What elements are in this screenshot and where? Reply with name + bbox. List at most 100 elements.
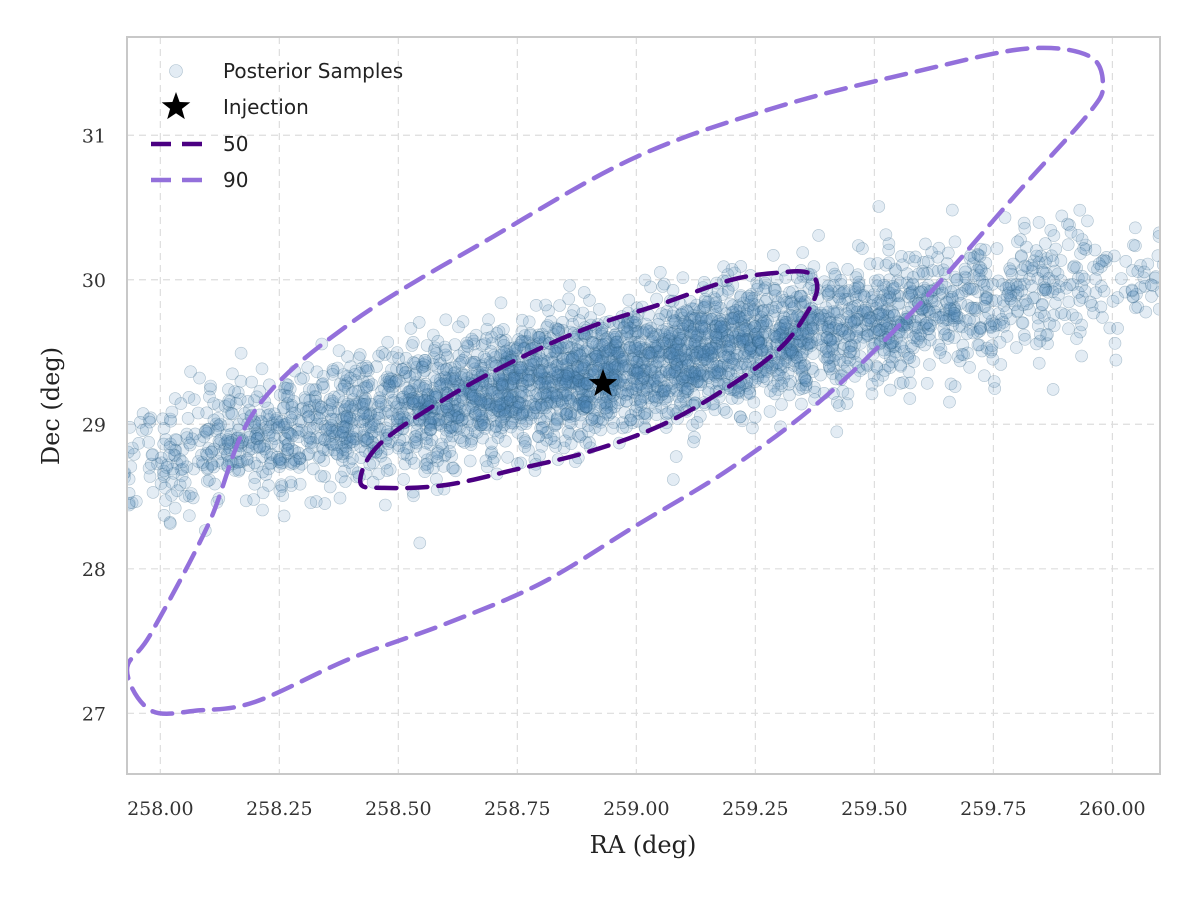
- posterior-sample-point: [443, 375, 457, 389]
- posterior-sample-point: [323, 435, 337, 449]
- posterior-sample-point: [304, 496, 318, 510]
- posterior-sample-point: [417, 395, 430, 409]
- posterior-sample-point: [888, 262, 902, 276]
- posterior-sample-point: [675, 372, 689, 386]
- posterior-sample-point: [520, 334, 534, 348]
- posterior-sample-point: [515, 371, 528, 385]
- posterior-sample-point: [506, 377, 519, 391]
- posterior-sample-point: [807, 380, 821, 394]
- posterior-sample-point: [492, 389, 506, 402]
- posterior-sample-point: [974, 322, 987, 336]
- posterior-sample-point: [410, 424, 424, 437]
- posterior-sample-point: [518, 440, 532, 453]
- posterior-sample-point: [977, 369, 991, 383]
- posterior-samples: [127, 200, 1160, 550]
- posterior-sample-point: [495, 378, 509, 392]
- posterior-sample-point: [340, 409, 354, 423]
- posterior-sample-point: [635, 383, 649, 396]
- posterior-sample-point: [958, 262, 972, 276]
- posterior-sample-point: [978, 311, 992, 325]
- posterior-sample-point: [670, 353, 684, 367]
- posterior-sample-point: [625, 385, 639, 399]
- x-tick-label: 259.75: [960, 798, 1026, 820]
- posterior-sample-point: [516, 378, 530, 391]
- posterior-sample-point: [611, 335, 625, 349]
- posterior-sample-point: [184, 365, 197, 379]
- posterior-sample-point: [421, 388, 435, 402]
- posterior-sample-point: [657, 354, 671, 368]
- posterior-sample-point: [408, 435, 421, 449]
- posterior-sample-point: [127, 441, 139, 455]
- posterior-sample-point: [947, 306, 961, 320]
- posterior-sample-point: [672, 364, 686, 378]
- posterior-sample-point: [365, 427, 378, 441]
- posterior-sample-point: [783, 295, 797, 309]
- posterior-sample-point: [771, 383, 785, 396]
- posterior-sample-point: [577, 358, 590, 371]
- posterior-sample-point: [222, 394, 236, 407]
- posterior-sample-point: [157, 422, 171, 435]
- posterior-sample-point: [510, 341, 524, 355]
- posterior-sample-point: [609, 354, 623, 367]
- posterior-sample-point: [340, 431, 354, 445]
- posterior-sample-point: [1011, 235, 1024, 249]
- posterior-sample-point: [290, 423, 304, 437]
- posterior-sample-point: [922, 303, 935, 317]
- posterior-sample-point: [589, 349, 603, 363]
- posterior-sample-point: [827, 307, 841, 321]
- posterior-sample-point: [682, 356, 695, 370]
- posterior-sample-point: [448, 374, 462, 387]
- posterior-sample-point: [714, 322, 728, 336]
- posterior-sample-point: [1115, 272, 1128, 285]
- posterior-sample-point: [787, 359, 801, 372]
- posterior-sample-point: [169, 444, 183, 457]
- posterior-sample-point: [745, 288, 758, 301]
- posterior-sample-point: [644, 280, 657, 294]
- posterior-sample-point: [952, 319, 966, 333]
- posterior-sample-point: [971, 248, 984, 261]
- posterior-sample-point: [678, 386, 692, 399]
- posterior-sample-point: [589, 359, 603, 373]
- posterior-sample-point: [381, 404, 395, 418]
- posterior-sample-point: [1085, 299, 1099, 312]
- posterior-sample-point: [617, 321, 631, 335]
- posterior-sample-point: [267, 429, 280, 443]
- posterior-sample-point: [629, 341, 642, 355]
- posterior-sample-point: [737, 324, 751, 338]
- posterior-sample-point: [574, 408, 587, 422]
- posterior-sample-point: [1004, 312, 1017, 326]
- posterior-sample-point: [385, 375, 399, 389]
- posterior-sample-point: [883, 383, 897, 397]
- posterior-sample-point: [302, 410, 316, 424]
- posterior-sample-point: [660, 322, 673, 336]
- posterior-sample-point: [638, 364, 652, 378]
- posterior-sample-point: [670, 365, 683, 379]
- posterior-sample-point: [699, 337, 712, 351]
- posterior-sample-point: [487, 400, 501, 413]
- posterior-sample-point: [440, 429, 453, 443]
- posterior-sample-point: [560, 340, 574, 353]
- posterior-sample-point: [479, 353, 493, 366]
- posterior-sample-point: [452, 349, 466, 363]
- posterior-sample-point: [613, 345, 626, 359]
- posterior-sample-point: [576, 402, 590, 416]
- posterior-sample-point: [800, 342, 814, 355]
- legend-label: 90: [223, 168, 248, 192]
- posterior-sample-point: [680, 382, 694, 396]
- posterior-sample-point: [639, 324, 653, 338]
- posterior-sample-point: [770, 335, 784, 349]
- posterior-sample-point: [920, 316, 934, 330]
- posterior-sample-point: [566, 364, 579, 377]
- posterior-sample-point: [884, 293, 897, 306]
- posterior-sample-point: [676, 271, 690, 285]
- posterior-sample-point: [752, 335, 766, 349]
- posterior-sample-point: [978, 293, 992, 306]
- posterior-sample-point: [560, 361, 573, 374]
- posterior-sample-point: [683, 324, 697, 338]
- posterior-sample-point: [1036, 264, 1049, 277]
- posterior-sample-point: [695, 375, 708, 389]
- posterior-sample-point: [509, 347, 523, 361]
- posterior-sample-point: [571, 338, 585, 352]
- posterior-sample-point: [624, 409, 638, 422]
- posterior-sample-point: [323, 480, 337, 494]
